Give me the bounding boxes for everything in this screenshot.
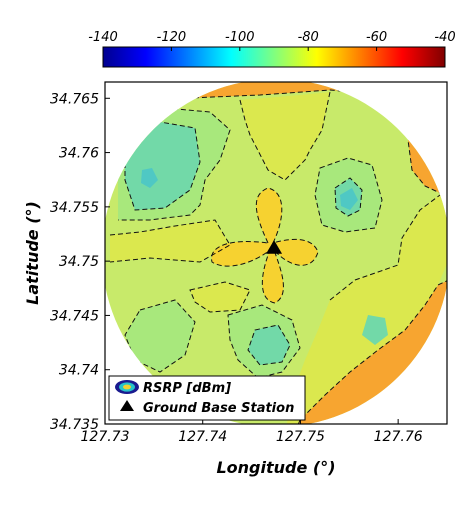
x-tick-label: 127.73 bbox=[81, 429, 130, 445]
x-tick-label: 127.76 bbox=[374, 429, 423, 445]
contour-line bbox=[211, 187, 319, 304]
colorbar-tick-label: -140 bbox=[88, 30, 118, 45]
ground-base-station-marker bbox=[266, 240, 283, 254]
legend-rsrp-label: RSRP [dBm] bbox=[143, 381, 231, 396]
contour-line bbox=[291, 269, 447, 424]
contour-line bbox=[109, 219, 231, 263]
contour-line bbox=[117, 107, 231, 221]
y-tick-label: 34.76 bbox=[59, 146, 99, 162]
rsrp-region-cyan-pocket-east bbox=[340, 188, 358, 210]
colorbar-tick-label: -80 bbox=[298, 30, 319, 45]
plot-area: 127.73 127.74 127.75 127.76 34.73534.7434.7… bbox=[50, 81, 448, 445]
contour-line bbox=[334, 177, 363, 217]
colorbar: -140 -120 -100 -80 -60 -40 bbox=[88, 30, 456, 68]
y-tick-label: 34.745 bbox=[50, 308, 99, 324]
colorbar-tick-label: -60 bbox=[366, 30, 387, 45]
rsrp-region-yellow-north bbox=[240, 92, 330, 180]
contour-line bbox=[189, 281, 251, 313]
rsrp-region-teal-northwest bbox=[125, 122, 200, 210]
x-tick-label: 127.74 bbox=[178, 429, 227, 445]
x-axis-label: Longitude (°) bbox=[216, 458, 335, 477]
rsrp-region-green-southwest bbox=[125, 300, 195, 372]
rsrp-region-teal-south bbox=[248, 325, 290, 365]
y-tick-label: 34.735 bbox=[50, 417, 99, 433]
rsrp-region-center-petals bbox=[211, 188, 318, 303]
colorbar-tick-label: -100 bbox=[225, 30, 255, 45]
y-tick-label: 34.74 bbox=[59, 363, 99, 379]
contour-line bbox=[247, 324, 291, 366]
contour-line bbox=[329, 194, 441, 301]
y-tick-label: 34.75 bbox=[59, 254, 99, 270]
colorbar-gradient bbox=[102, 46, 446, 68]
contour-line bbox=[314, 157, 383, 233]
rsrp-region-top-edge bbox=[105, 82, 447, 112]
triangle-legend-icon bbox=[120, 400, 134, 411]
rsrp-legend-icon bbox=[115, 380, 139, 394]
colorbar-tick-label: -120 bbox=[157, 30, 187, 45]
rsrp-region-cyan-pocket-west bbox=[141, 168, 158, 188]
legend-box bbox=[108, 375, 306, 421]
plot-frame bbox=[104, 81, 448, 425]
rsrp-region-yellow-southwest bbox=[190, 282, 250, 312]
colorbar-ticks: -140 -120 -100 -80 -60 -40 bbox=[88, 30, 456, 51]
contour-line bbox=[239, 91, 331, 181]
contour-line bbox=[227, 304, 301, 379]
legend-base-station-label: Ground Base Station bbox=[143, 401, 294, 416]
y-axis-ticks: 34.735 34.74 34.745 34.75 34.755 34.76 34.765 bbox=[50, 91, 110, 433]
rsrp-region-yellow-west bbox=[110, 220, 230, 262]
colorbar-tick-label: -40 bbox=[434, 30, 455, 45]
y-tick-label: 34.765 bbox=[50, 91, 99, 107]
x-tick-label: 127.75 bbox=[276, 429, 325, 445]
contour-line bbox=[124, 121, 201, 211]
legend: RSRP [dBm] Ground Base Station bbox=[108, 375, 306, 421]
y-tick-label: 34.755 bbox=[50, 200, 99, 216]
x-axis-ticks: 127.73 127.74 127.75 127.76 bbox=[81, 419, 423, 445]
rsrp-region-teal-east bbox=[362, 315, 388, 345]
y-axis-label: Latitude (°) bbox=[23, 201, 42, 305]
contour-line bbox=[124, 299, 196, 373]
